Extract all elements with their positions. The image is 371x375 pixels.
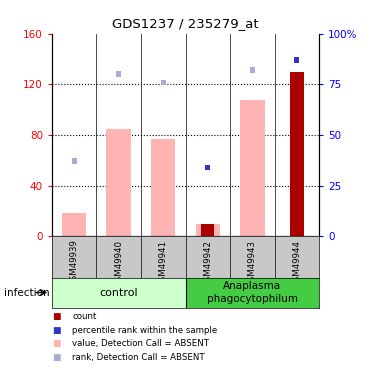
Text: infection: infection (4, 288, 49, 297)
Bar (186, 278, 319, 308)
Text: GSM49939: GSM49939 (70, 240, 79, 286)
Text: ■: ■ (52, 312, 60, 321)
Bar (201, 224, 214, 236)
Text: count: count (72, 312, 97, 321)
Text: GSM49943: GSM49943 (248, 240, 257, 286)
Text: control: control (99, 288, 138, 297)
Bar (196, 224, 220, 236)
Text: GSM49942: GSM49942 (203, 240, 212, 286)
Text: percentile rank within the sample: percentile rank within the sample (72, 326, 218, 335)
Text: ■: ■ (52, 326, 60, 335)
Text: Anaplasma
phagocytophilum: Anaplasma phagocytophilum (207, 281, 298, 304)
Bar (72, 159, 77, 164)
Text: value, Detection Call = ABSENT: value, Detection Call = ABSENT (72, 339, 209, 348)
Bar (116, 71, 121, 77)
Bar (205, 165, 210, 170)
Bar (294, 57, 299, 63)
Text: rank, Detection Call = ABSENT: rank, Detection Call = ABSENT (72, 353, 205, 362)
Bar (62, 213, 86, 236)
Text: GSM49944: GSM49944 (292, 240, 301, 286)
Text: GDS1237 / 235279_at: GDS1237 / 235279_at (112, 17, 259, 30)
Bar (290, 72, 303, 236)
Bar (151, 139, 175, 236)
Text: ■: ■ (52, 339, 60, 348)
Bar (106, 129, 131, 236)
Text: GSM49941: GSM49941 (159, 240, 168, 286)
Bar (250, 68, 255, 73)
Text: GSM49940: GSM49940 (114, 240, 123, 286)
Text: ■: ■ (52, 353, 60, 362)
Bar (240, 100, 265, 236)
Bar (161, 80, 166, 85)
